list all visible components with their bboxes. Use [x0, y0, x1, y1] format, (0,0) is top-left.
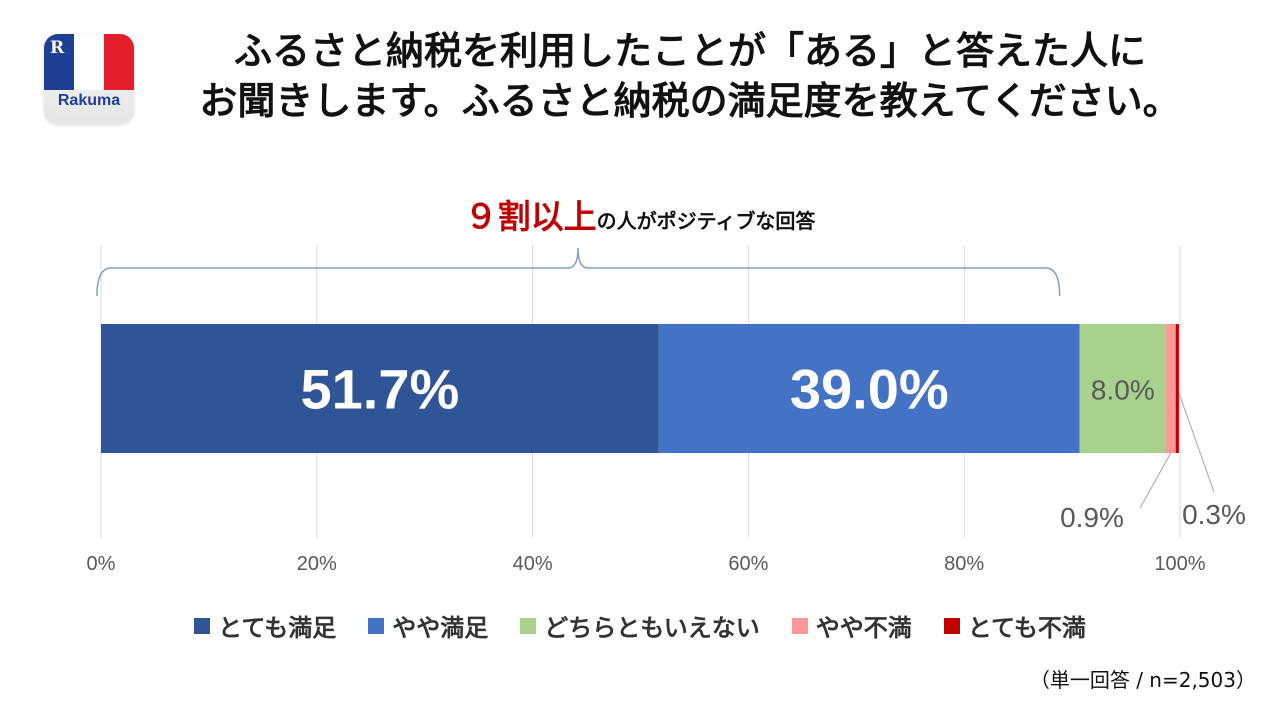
logo-mark: R	[50, 38, 65, 58]
callout-rest: の人がポジティブな回答	[596, 209, 816, 233]
x-tick-label: 40%	[513, 553, 553, 575]
leader-line	[1178, 393, 1215, 493]
legend-swatch	[194, 617, 211, 634]
leader-line	[1139, 452, 1172, 509]
legend-item: どちらともいえない	[520, 608, 760, 643]
bar-segment	[1165, 324, 1176, 453]
sample-note: （単一回答 / n=2,503）	[1029, 668, 1256, 692]
legend-label: とても不満	[967, 614, 1086, 642]
french-flag-icon	[44, 34, 134, 90]
legend-label: やや不満	[815, 614, 912, 642]
callout: ９割以上の人がポジティブな回答	[0, 190, 1280, 238]
stacked-bar-chart: 0% 20% 40% 60% 80% 100% 51.7% 39.0% 8.0% 0.9% 0.3%	[87, 245, 1246, 575]
x-tick-label: 60%	[728, 553, 768, 575]
legend-item: とても不満	[943, 608, 1086, 643]
data-label: 51.7%	[301, 358, 460, 421]
title-line-1: ふるさと納税を利用したことが「ある」と答えた人に	[233, 29, 1146, 73]
data-label: 0.3%	[1182, 499, 1246, 530]
legend-label: とても満足	[218, 614, 337, 642]
positive-bracket	[96, 247, 1061, 297]
logo-brand: Rakuma	[57, 92, 121, 109]
x-tick-label: 20%	[297, 553, 337, 575]
legend-swatch	[943, 617, 960, 634]
bar-segment	[1079, 324, 1166, 453]
legend-swatch	[368, 617, 385, 634]
bar-segment	[1175, 324, 1179, 453]
callout-highlight: ９割以上	[464, 197, 597, 236]
legend-item: やや不満	[791, 608, 912, 643]
data-label: 39.0%	[790, 358, 949, 421]
legend-label: どちらともいえない	[544, 614, 760, 642]
legend-label: やや満足	[392, 614, 489, 642]
data-label: 0.9%	[1060, 502, 1124, 533]
legend-swatch	[520, 617, 537, 634]
legend: とても満足 やや満足 どちらともいえない やや不満 とても不満	[0, 608, 1280, 643]
bar-segment	[101, 324, 659, 453]
legend-item: やや満足	[368, 608, 488, 643]
title-line-2: お聞きします。ふるさと納税の満足度を教えてください。	[199, 79, 1181, 123]
legend-item: とても満足	[194, 608, 336, 643]
x-tick-label: 80%	[944, 553, 984, 575]
data-label: 8.0%	[1091, 375, 1155, 406]
x-tick-label: 0%	[87, 553, 116, 575]
page-title: ふるさと納税を利用したことが「ある」と答えた人に お聞きします。ふるさと納税の満…	[150, 26, 1230, 126]
x-tick-label: 100%	[1154, 553, 1205, 575]
bar-segment	[658, 324, 1080, 453]
rakuma-logo: R Rakuma	[44, 34, 134, 124]
legend-swatch	[791, 617, 808, 634]
